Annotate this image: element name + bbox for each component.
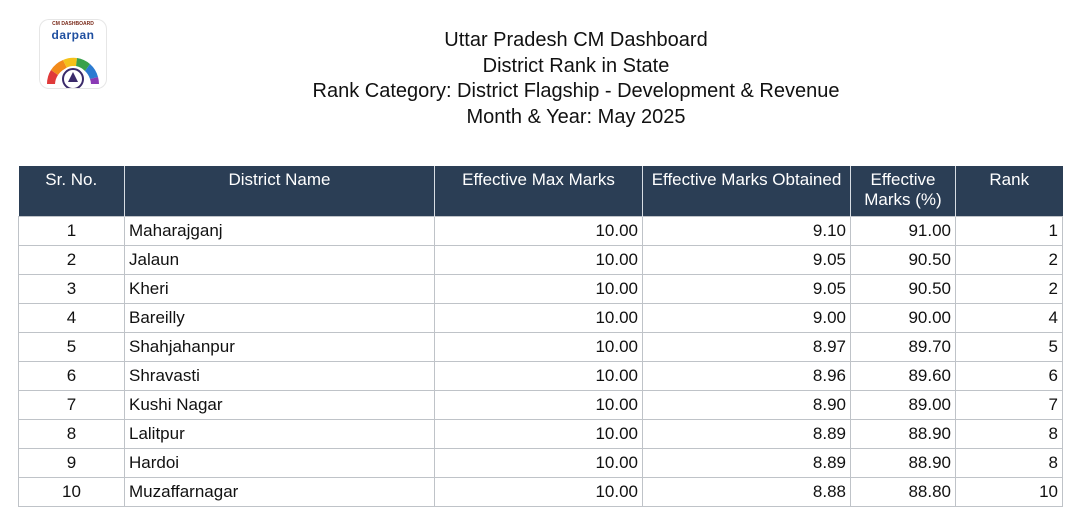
- rank-cell: 5: [955, 331, 1063, 362]
- marks-obtained-cell: 8.90: [642, 389, 851, 420]
- column-header-marks-percent: Effective Marks (%): [850, 166, 956, 216]
- max-marks-cell: 10.00: [434, 360, 643, 391]
- table-row: 10 Muzaffarnagar 10.00 8.88 88.80 10: [18, 476, 1063, 507]
- marks-percent-cell: 89.70: [850, 331, 956, 362]
- sr-no-cell: 10: [18, 476, 125, 507]
- table-row: 5 Shahjahanpur 10.00 8.97 89.70 5: [18, 331, 1063, 362]
- max-marks-cell: 10.00: [434, 476, 643, 507]
- marks-percent-cell: 89.00: [850, 389, 956, 420]
- district-rank-table: Sr. No. District Name Effective Max Mark…: [18, 166, 1063, 507]
- district-name-cell: Hardoi: [124, 447, 435, 478]
- marks-obtained-cell: 8.89: [642, 418, 851, 449]
- district-name-cell: Shahjahanpur: [124, 331, 435, 362]
- marks-obtained-cell: 8.89: [642, 447, 851, 478]
- marks-obtained-cell: 8.97: [642, 331, 851, 362]
- report-title: Uttar Pradesh CM Dashboard: [444, 29, 708, 51]
- sr-no-cell: 3: [18, 273, 125, 304]
- emblem-icon: [46, 57, 99, 88]
- marks-obtained-cell: 9.05: [642, 244, 851, 275]
- marks-percent-cell: 88.80: [850, 476, 956, 507]
- district-name-cell: Lalitpur: [124, 418, 435, 449]
- marks-percent-cell: 90.00: [850, 302, 956, 333]
- column-header-rank: Rank: [955, 166, 1063, 216]
- marks-obtained-cell: 9.00: [642, 302, 851, 333]
- rank-cell: 1: [955, 215, 1063, 246]
- max-marks-cell: 10.00: [434, 447, 643, 478]
- column-header-marks-obtained: Effective Marks Obtained: [642, 166, 851, 216]
- table-row: 9 Hardoi 10.00 8.89 88.90 8: [18, 447, 1063, 478]
- marks-percent-cell: 88.90: [850, 418, 956, 449]
- marks-obtained-cell: 9.10: [642, 215, 851, 246]
- district-name-cell: Maharajganj: [124, 215, 435, 246]
- max-marks-cell: 10.00: [434, 244, 643, 275]
- marks-percent-cell: 88.90: [850, 447, 956, 478]
- rank-cell: 4: [955, 302, 1063, 333]
- rank-cell: 2: [955, 244, 1063, 275]
- rank-cell: 7: [955, 389, 1063, 420]
- district-name-cell: Kushi Nagar: [124, 389, 435, 420]
- table-header-row: Sr. No. District Name Effective Max Mark…: [18, 166, 1063, 216]
- logo-top-text: CM DASHBOARD: [52, 21, 94, 27]
- rank-category: Rank Category: District Flagship - Devel…: [312, 80, 840, 102]
- rank-cell: 8: [955, 447, 1063, 478]
- max-marks-cell: 10.00: [434, 215, 643, 246]
- marks-percent-cell: 90.50: [850, 273, 956, 304]
- max-marks-cell: 10.00: [434, 273, 643, 304]
- logo-wordmark: darpan: [51, 28, 95, 42]
- rank-cell: 10: [955, 476, 1063, 507]
- report-subtitle: District Rank in State: [482, 54, 670, 77]
- month-year: Month & Year: May 2025: [466, 105, 686, 128]
- marks-percent-cell: 91.00: [850, 215, 956, 246]
- table-row: 1 Maharajganj 10.00 9.10 91.00 1: [18, 215, 1063, 246]
- column-header-sr-no: Sr. No.: [18, 166, 125, 216]
- sr-no-cell: 7: [18, 389, 125, 420]
- sr-no-cell: 9: [18, 447, 125, 478]
- table-row: 7 Kushi Nagar 10.00 8.90 89.00 7: [18, 389, 1063, 420]
- district-name-cell: Jalaun: [124, 244, 435, 275]
- report-header: Uttar Pradesh CM Dashboard District Rank…: [240, 28, 912, 130]
- table-row: 6 Shravasti 10.00 8.96 89.60 6: [18, 360, 1063, 391]
- column-header-max-marks: Effective Max Marks: [434, 166, 643, 216]
- sr-no-cell: 2: [18, 244, 125, 275]
- app-logo: CM DASHBOARD darpan: [40, 20, 106, 88]
- column-header-district-name: District Name: [124, 166, 435, 216]
- table-row: 2 Jalaun 10.00 9.05 90.50 2: [18, 244, 1063, 275]
- district-name-cell: Bareilly: [124, 302, 435, 333]
- district-name-cell: Muzaffarnagar: [124, 476, 435, 507]
- marks-percent-cell: 90.50: [850, 244, 956, 275]
- sr-no-cell: 6: [18, 360, 125, 391]
- sr-no-cell: 1: [18, 215, 125, 246]
- marks-obtained-cell: 9.05: [642, 273, 851, 304]
- marks-obtained-cell: 8.88: [642, 476, 851, 507]
- sr-no-cell: 8: [18, 418, 125, 449]
- district-name-cell: Shravasti: [124, 360, 435, 391]
- table-row: 3 Kheri 10.00 9.05 90.50 2: [18, 273, 1063, 304]
- sr-no-cell: 4: [18, 302, 125, 333]
- rank-cell: 6: [955, 360, 1063, 391]
- table-row: 4 Bareilly 10.00 9.00 90.00 4: [18, 302, 1063, 333]
- max-marks-cell: 10.00: [434, 418, 643, 449]
- max-marks-cell: 10.00: [434, 302, 643, 333]
- rank-cell: 2: [955, 273, 1063, 304]
- rank-cell: 8: [955, 418, 1063, 449]
- district-name-cell: Kheri: [124, 273, 435, 304]
- max-marks-cell: 10.00: [434, 389, 643, 420]
- sr-no-cell: 5: [18, 331, 125, 362]
- marks-percent-cell: 89.60: [850, 360, 956, 391]
- max-marks-cell: 10.00: [434, 331, 643, 362]
- marks-obtained-cell: 8.96: [642, 360, 851, 391]
- table-row: 8 Lalitpur 10.00 8.89 88.90 8: [18, 418, 1063, 449]
